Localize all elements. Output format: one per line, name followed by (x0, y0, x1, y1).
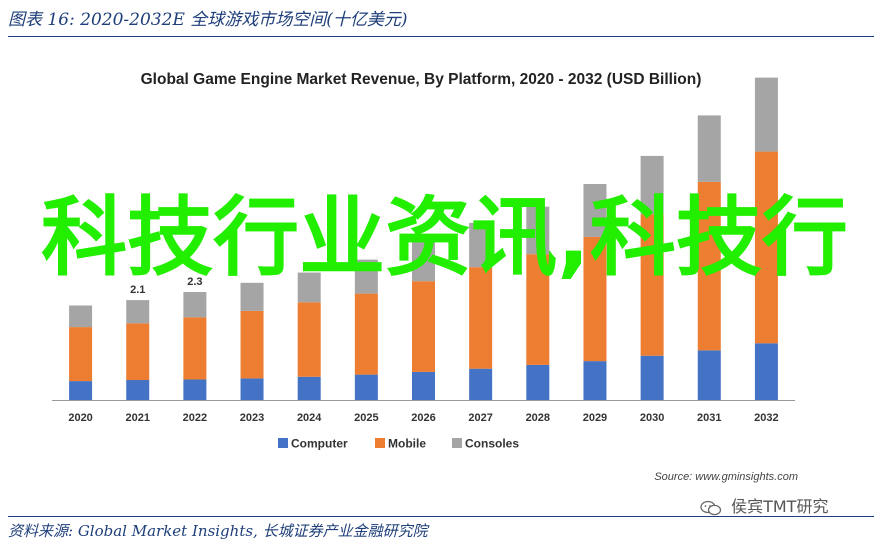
bar-mobile-2028 (526, 254, 550, 365)
bar-consoles-2027 (469, 222, 493, 268)
footer-rule (8, 516, 874, 517)
bar-consoles-2026 (412, 241, 435, 282)
bar-mobile-2026 (412, 281, 435, 372)
bar-mobile-2025 (354, 293, 378, 375)
x-tick-label-2032: 2032 (754, 412, 778, 424)
bar-consoles-2022 (183, 292, 207, 318)
wechat-icon (700, 500, 722, 515)
bar-computer-2032 (754, 343, 778, 400)
bar-mobile-2020 (69, 327, 93, 382)
bar-consoles-2032 (754, 77, 778, 152)
header-rule (8, 36, 874, 37)
bar-computer-2025 (354, 374, 378, 400)
bar-mobile-2031 (697, 181, 721, 351)
x-tick-label-2025: 2025 (354, 412, 378, 424)
data-label-2022: 2.3 (187, 276, 202, 288)
figure-title-text: 2020-2032E 全球游戏市场空间(十亿美元) (80, 10, 408, 30)
bar-computer-2021 (126, 380, 150, 400)
bar-computer-2023 (240, 378, 264, 400)
figure-label: 图表 16: (8, 10, 75, 30)
x-tick-label-2030: 2030 (640, 412, 664, 424)
bar-mobile-2022 (183, 317, 207, 380)
bar-consoles-2021 (126, 300, 150, 324)
bar-consoles-2024 (297, 272, 321, 303)
bar-mobile-2032 (754, 151, 778, 344)
x-tick-label-2020: 2020 (68, 412, 92, 424)
bar-mobile-2024 (297, 302, 321, 377)
bar-mobile-2030 (640, 214, 664, 356)
bar-computer-2031 (697, 350, 721, 400)
bar-consoles-2025 (354, 259, 378, 294)
bar-consoles-2020 (69, 305, 93, 328)
bar-mobile-2027 (469, 267, 493, 369)
wechat-watermark: 侯宾TMT研究 (700, 496, 828, 518)
data-label-2021: 2.1 (130, 284, 145, 296)
source-line: 资料来源: Global Market Insights, 长城证券产业金融研究… (8, 522, 428, 540)
bar-computer-2027 (469, 368, 493, 400)
bar-consoles-2031 (697, 115, 721, 182)
x-tick-label-2024: 2024 (297, 412, 322, 424)
bar-consoles-2030 (640, 155, 664, 215)
bar-computer-2028 (526, 364, 550, 400)
x-tick-label-2021: 2021 (125, 412, 149, 424)
chart-title: Global Game Engine Market Revenue, By Pl… (141, 71, 702, 88)
x-tick-label-2031: 2031 (697, 412, 721, 424)
x-tick-label-2022: 2022 (183, 412, 207, 424)
chart-source-note: Source: www.gminsights.com (654, 471, 798, 483)
figure-title: 图表 16: 2020-2032E 全球游戏市场空间(十亿美元) (8, 5, 878, 35)
x-tick-label-2026: 2026 (411, 412, 435, 424)
bar-computer-2022 (183, 379, 207, 400)
legend-swatch-mobile (375, 438, 385, 448)
legend-label-computer: Computer (291, 437, 348, 451)
legend-swatch-computer (278, 438, 288, 448)
x-tick-label-2027: 2027 (468, 412, 492, 424)
legend-label-consoles: Consoles (465, 437, 519, 451)
bar-mobile-2029 (583, 236, 607, 362)
bar-computer-2024 (297, 376, 321, 400)
wechat-account-name: 侯宾TMT研究 (731, 497, 829, 516)
bar-mobile-2021 (126, 323, 150, 381)
bar-mobile-2023 (240, 310, 264, 379)
bar-consoles-2023 (240, 282, 264, 311)
x-tick-label-2023: 2023 (240, 412, 264, 424)
bar-consoles-2029 (583, 184, 607, 237)
x-tick-label-2029: 2029 (583, 412, 607, 424)
bar-consoles-2028 (526, 206, 550, 255)
bar-computer-2030 (640, 355, 664, 400)
legend-label-mobile: Mobile (388, 437, 426, 451)
bar-computer-2029 (583, 361, 607, 400)
bar-computer-2020 (69, 381, 93, 400)
legend-swatch-consoles (452, 438, 462, 448)
bar-computer-2026 (412, 371, 435, 400)
x-tick-label-2028: 2028 (526, 412, 550, 424)
